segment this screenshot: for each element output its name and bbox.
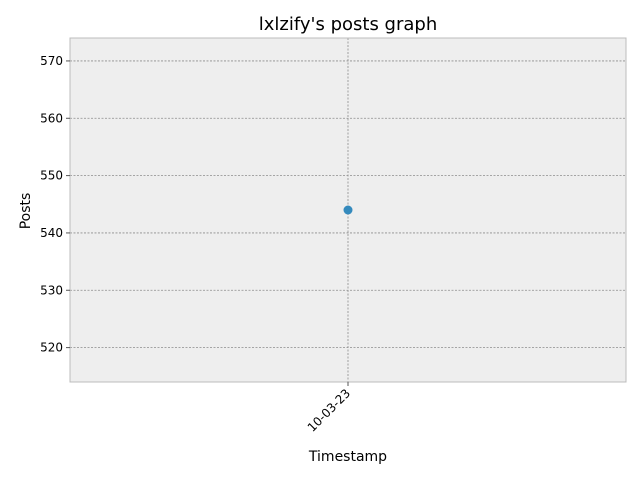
y-tick-label: 550 <box>40 169 63 183</box>
y-axis-label: Posts <box>18 193 34 230</box>
y-tick-label: 520 <box>40 341 63 355</box>
y-tick-label: 530 <box>40 283 63 297</box>
x-axis-label: Timestamp <box>308 449 387 465</box>
grid <box>70 38 626 382</box>
data-point <box>343 205 353 215</box>
x-tick-label: 10-03-23 <box>305 386 353 434</box>
y-ticks: 520 530 540 550 560 570 <box>40 54 70 355</box>
chart-title: lxlzify's posts graph <box>259 14 438 35</box>
data-points <box>343 205 353 215</box>
y-tick-label: 540 <box>40 226 63 240</box>
x-ticks: 10-03-23 <box>305 382 353 435</box>
y-tick-label: 570 <box>40 54 63 68</box>
y-tick-label: 560 <box>40 111 63 125</box>
